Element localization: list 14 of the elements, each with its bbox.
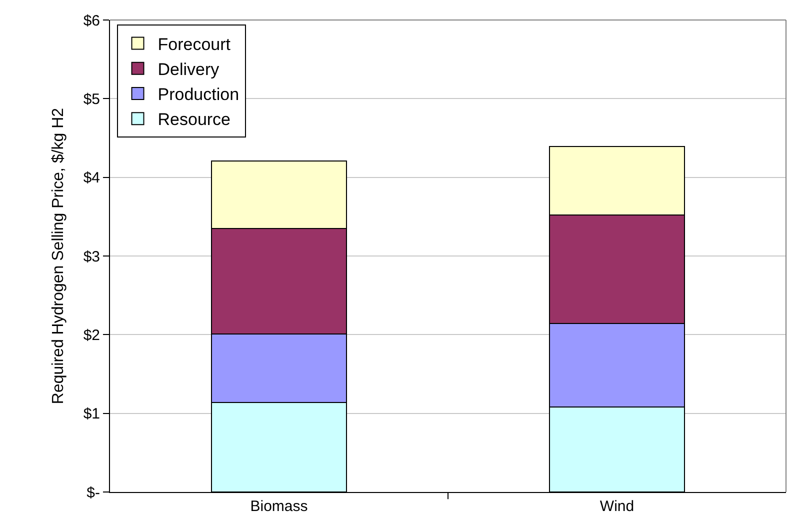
y-tick-label: $- <box>86 484 100 502</box>
y-tick-label: $6 <box>83 12 100 30</box>
y-tick-label: $1 <box>83 406 100 423</box>
y-tick-label: $4 <box>83 170 100 187</box>
legend-label: Delivery <box>158 60 220 79</box>
y-axis-title: Required Hydrogen Selling Price, $/kg H2 <box>50 108 68 404</box>
x-tick-label: Biomass <box>250 498 308 515</box>
y-tick-label: $2 <box>83 326 100 344</box>
y-tick-label: $3 <box>83 248 100 266</box>
legend-label: Resource <box>158 110 231 130</box>
x-tick-label: Wind <box>600 498 634 515</box>
legend-label: Production <box>158 85 240 104</box>
y-tick-label: $5 <box>83 90 100 108</box>
legend-label: Forecourt <box>158 34 231 54</box>
